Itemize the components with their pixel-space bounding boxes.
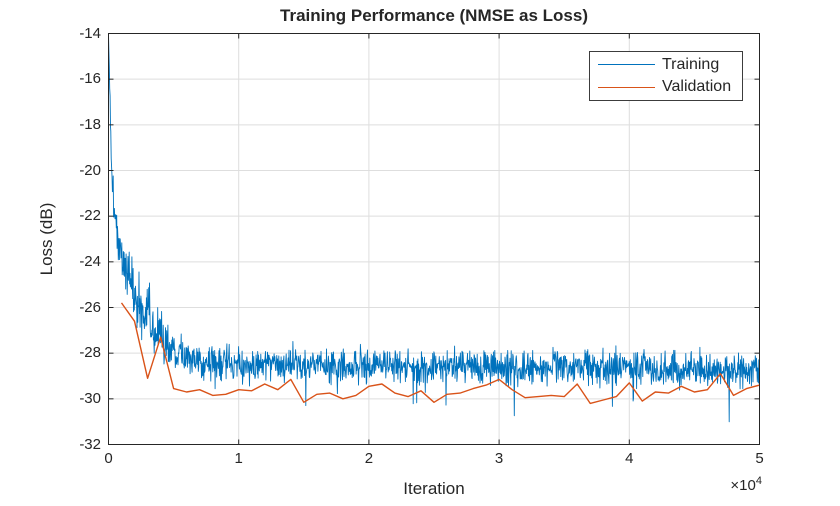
legend-entry-validation[interactable]: Validation (590, 76, 742, 98)
y-tick-label: -26 (79, 298, 101, 316)
x-tick-label: 4 (625, 450, 634, 467)
y-tick-label: -24 (79, 252, 101, 270)
x-axis-label: Iteration (403, 479, 465, 498)
y-tick-label: -28 (79, 344, 101, 362)
x-tick-label: 3 (494, 450, 504, 467)
x-exponent-power: 4 (755, 475, 762, 487)
chart-title: Training Performance (NMSE as Loss) (280, 6, 588, 25)
x-exponent-base: ×10 (730, 477, 756, 494)
x-tick-label: 0 (104, 450, 113, 467)
axes-box (108, 33, 760, 445)
y-tick-label: -22 (79, 207, 101, 225)
legend-label-validation: Validation (662, 78, 732, 96)
training-line-sample-icon (598, 64, 655, 66)
y-tick-label: -16 (79, 70, 101, 88)
x-tick-label: 5 (755, 450, 764, 467)
legend[interactable]: Training Validation (589, 51, 743, 101)
y-tick-label: -18 (79, 115, 101, 133)
x-tick-label: 1 (234, 450, 243, 467)
validation-line-sample-icon (598, 86, 655, 88)
y-tick-label: -20 (79, 161, 101, 179)
training-series-line (108, 34, 760, 423)
x-tick-label: 2 (364, 450, 374, 467)
y-tick-label: -14 (79, 24, 101, 42)
y-tick-label: -30 (79, 389, 101, 407)
legend-label-training: Training (662, 55, 720, 73)
legend-entry-training[interactable]: Training (590, 54, 742, 76)
y-tick-label: -32 (79, 435, 101, 453)
validation-series-line (120, 302, 760, 405)
x-axis-exponent: ×104 (730, 475, 762, 494)
